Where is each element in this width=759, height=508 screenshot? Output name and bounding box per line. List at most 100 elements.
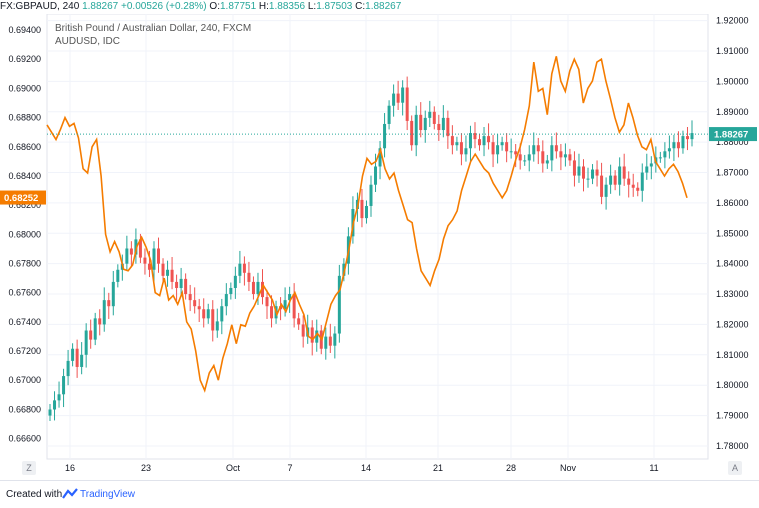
candle-body: [609, 175, 613, 185]
candle-body: [586, 178, 590, 180]
candle-body: [337, 275, 341, 334]
right-axis-tick-label: 1.80000: [716, 380, 749, 390]
candle-body: [405, 87, 409, 121]
right-axis-tick-label: 1.85000: [716, 228, 749, 238]
candle-body: [550, 145, 554, 161]
candle-body: [161, 263, 165, 276]
candle-body: [116, 269, 120, 282]
candle-body: [437, 123, 441, 131]
candle-body: [383, 123, 387, 149]
candle-body: [428, 111, 432, 118]
candle-body: [527, 154, 531, 161]
candle-body: [541, 151, 545, 164]
left-axis-tick-label: 0.67200: [8, 346, 41, 356]
candle-body: [478, 139, 482, 146]
candle-body: [468, 133, 472, 149]
left-axis-tick-label: 0.66600: [8, 434, 41, 444]
symbol-label[interactable]: FX:GBPAUD, 240: [0, 1, 80, 12]
auto-scale-button[interactable]: A: [728, 461, 742, 475]
right-axis-tick-label: 1.86000: [716, 198, 749, 208]
candle-body: [613, 175, 617, 185]
candle-body: [206, 309, 210, 319]
candle-body: [631, 184, 635, 188]
x-axis-tick-label: 7: [287, 463, 292, 473]
candle-body: [184, 278, 188, 295]
left-axis-tick-label: 0.67600: [8, 288, 41, 298]
candle-body: [663, 151, 667, 158]
candle-body: [536, 145, 540, 152]
candle-body: [496, 145, 500, 155]
candle-body: [80, 354, 84, 367]
right-axis-tick-label: 1.78000: [716, 441, 749, 451]
candle-body: [491, 142, 495, 155]
price-chart[interactable]: 1.92000 1.91000 1.90000 1.89000 1.88000 1.870…: [0, 14, 759, 480]
left-axis-tick-label: 0.66800: [8, 404, 41, 414]
candle-body: [71, 348, 75, 361]
right-axis-tick-label: 1.84000: [716, 259, 749, 269]
candle-body: [89, 330, 93, 340]
candle-body: [455, 142, 459, 146]
candle-body: [360, 199, 364, 219]
chart-legend: British Pound / Australian Dollar, 240, …: [55, 22, 251, 48]
candle-body: [568, 154, 572, 161]
candle-body: [310, 327, 314, 343]
candle-body: [166, 269, 170, 276]
candle-body: [288, 294, 292, 301]
low-value: 1.87503: [316, 1, 353, 12]
candle-body: [622, 166, 626, 179]
candle-body: [297, 318, 301, 325]
candle-body: [215, 321, 219, 331]
tradingview-link[interactable]: TradingView: [80, 489, 136, 500]
overlay-series-title[interactable]: AUDUSD, IDC: [55, 36, 121, 47]
right-axis-tick-label: 1.81000: [716, 350, 749, 360]
high-value: 1.88356: [268, 1, 306, 12]
candle-body: [283, 300, 287, 310]
candle-body: [369, 184, 373, 206]
candle-body: [545, 160, 549, 164]
candle-body: [315, 330, 319, 343]
candle-body: [53, 400, 57, 410]
left-axis-tick-label: 0.69400: [8, 25, 41, 35]
candle-body: [441, 117, 445, 131]
candle-body: [233, 275, 237, 288]
candle-body: [500, 142, 504, 146]
candle-body: [505, 142, 509, 152]
candle-body: [672, 142, 676, 149]
candle-body: [188, 294, 192, 301]
x-axis-tick-label: Nov: [560, 463, 577, 473]
right-axis-tick-label: 1.89000: [716, 107, 749, 117]
candle-body: [102, 300, 106, 325]
left-axis-tick-label: 0.67400: [8, 317, 41, 327]
candle-body: [387, 105, 391, 124]
chart-area[interactable]: 1.92000 1.91000 1.90000 1.89000 1.88000 1.870…: [0, 14, 759, 480]
candle-body: [676, 142, 680, 149]
candle-body: [328, 336, 332, 346]
candle-body: [84, 330, 88, 355]
candle-body: [577, 166, 581, 176]
candle-body: [247, 272, 251, 282]
candle-body: [514, 151, 518, 155]
left-axis-tick-label: 0.68400: [8, 171, 41, 181]
candle-body: [604, 184, 608, 197]
candle-body: [559, 151, 563, 158]
last-price: 1.88267: [82, 1, 119, 12]
candle-body: [175, 281, 179, 288]
right-axis-tick-label: 1.79000: [716, 411, 749, 421]
left-last-value-label: 0.68252: [4, 193, 38, 204]
candle-body: [595, 169, 599, 176]
candle-body: [197, 306, 201, 310]
candle-body: [292, 294, 296, 319]
candle-body: [572, 160, 576, 176]
right-axis-tick-label: 1.87000: [716, 168, 749, 178]
audusd-line: [46, 56, 688, 393]
left-axis-scale-button[interactable]: Z: [22, 461, 36, 475]
candle-body: [401, 87, 405, 103]
main-series-title[interactable]: British Pound / Australian Dollar, 240, …: [55, 23, 252, 34]
left-axis-tick-label: 0.67800: [8, 258, 41, 268]
candle-body: [48, 409, 52, 416]
candle-body: [658, 157, 662, 159]
candle-body: [260, 281, 264, 298]
right-last-value-label: 1.88267: [714, 130, 748, 141]
open-key: O:: [209, 1, 220, 12]
price-change: +0.00526 (+0.28%): [121, 1, 207, 12]
